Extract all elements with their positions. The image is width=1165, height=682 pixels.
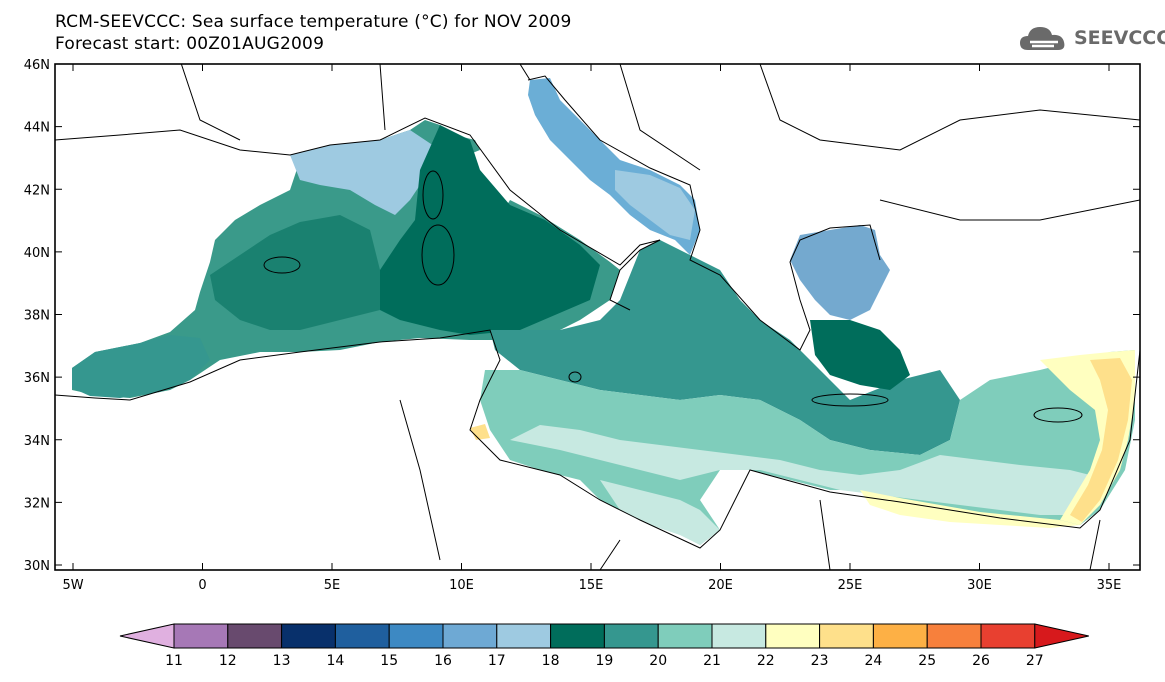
colorbar-label: 20 — [649, 653, 667, 669]
colorbar-label: 12 — [219, 653, 237, 669]
lat-label: 38N — [24, 309, 50, 324]
colorbar-segment — [765, 623, 821, 649]
colorbar-label: 23 — [811, 653, 829, 669]
colorbar: 11 12 13 14 15 16 17 18 19 20 21 22 23 24 25 26 27 — [119, 623, 1089, 669]
lat-label: 32N — [24, 496, 50, 511]
cloud-logo-icon — [1020, 27, 1065, 50]
colorbar-label: 18 — [542, 653, 560, 669]
gulf-of-lion — [290, 130, 440, 215]
colorbar-segment — [227, 623, 283, 649]
lon-label: 15E — [579, 578, 604, 593]
lon-label: 5E — [324, 578, 341, 593]
colorbar-label: 27 — [1026, 653, 1044, 669]
colorbar-segment — [926, 623, 982, 649]
colorbar-segment — [980, 623, 1036, 649]
coastlines — [55, 64, 1140, 570]
lon-label: 30E — [967, 578, 992, 593]
forecast-start-subtitle: Forecast start: 00Z01AUG2009 — [55, 34, 325, 54]
lon-label: 10E — [449, 578, 474, 593]
gulf-of-sidra — [600, 480, 720, 545]
balearic-deep — [210, 215, 380, 330]
colorbar-label: 14 — [326, 653, 344, 669]
colorbar-label: 15 — [380, 653, 398, 669]
colorbar-segment — [496, 623, 552, 649]
alboran-sea — [72, 335, 210, 398]
colorbar-segment — [711, 623, 767, 649]
colorbar-low-extension — [119, 623, 175, 649]
lat-label: 34N — [24, 434, 50, 449]
colorbar-segment — [819, 623, 874, 649]
lat-label: 40N — [24, 246, 50, 261]
lon-label: 25E — [838, 578, 863, 593]
colorbar-segment — [657, 623, 713, 649]
colorbar-label: 17 — [488, 653, 506, 669]
colorbar-label: 11 — [165, 653, 183, 669]
aegean-south — [810, 320, 910, 390]
aegean-sea — [790, 225, 890, 320]
lat-label: 44N — [24, 121, 50, 136]
sea-field — [55, 64, 1140, 570]
logo-text: SEEVCCC — [1074, 27, 1165, 49]
central-mediterranean — [490, 240, 960, 455]
lon-label: 5W — [62, 578, 83, 593]
lat-label: 42N — [24, 183, 50, 198]
seevccc-logo: SEEVCCC — [1018, 22, 1165, 54]
libyan-shelf — [510, 425, 1110, 515]
lon-label: 35E — [1097, 578, 1122, 593]
tunisia-warm — [470, 424, 490, 440]
colorbar-segment — [550, 623, 605, 649]
lat-label: 36N — [24, 371, 50, 386]
colorbar-label: 22 — [757, 653, 775, 669]
levant-hot-coast — [1070, 358, 1132, 522]
lon-label: 20E — [708, 578, 733, 593]
colorbar-label: 24 — [864, 653, 882, 669]
longitude-axis: 5W 0 5E 10E 15E 20E 25E 30E 35E — [62, 64, 1121, 593]
adriatic-south — [615, 170, 695, 240]
colorbar-segment — [603, 623, 659, 649]
colorbar-label: 21 — [703, 653, 721, 669]
colorbar-segment — [173, 623, 229, 649]
map-frame — [54, 63, 1141, 571]
egypt-coast-warm — [860, 490, 1080, 528]
colorbar-label: 25 — [918, 653, 936, 669]
colorbar-segment — [442, 623, 498, 649]
colorbar-label: 19 — [595, 653, 613, 669]
colorbar-label: 13 — [273, 653, 291, 669]
lat-label: 30N — [24, 559, 50, 574]
tyrrhenian-sea — [380, 125, 600, 335]
colorbar-label: 26 — [972, 653, 990, 669]
lat-label: 46N — [24, 58, 50, 73]
colorbar-high-extension — [1034, 623, 1089, 649]
colorbar-segment — [872, 623, 928, 649]
lon-label: 0 — [198, 578, 206, 593]
colorbar-segment — [281, 623, 336, 649]
map-title: RCM-SEEVCCC: Sea surface temperature (°C… — [55, 12, 572, 32]
colorbar-label: 16 — [434, 653, 452, 669]
latitude-axis: 46N 44N 42N 40N 38N 36N 34N 32N 30N — [24, 58, 1140, 574]
colorbar-segment — [334, 623, 390, 649]
colorbar-segment — [388, 623, 444, 649]
